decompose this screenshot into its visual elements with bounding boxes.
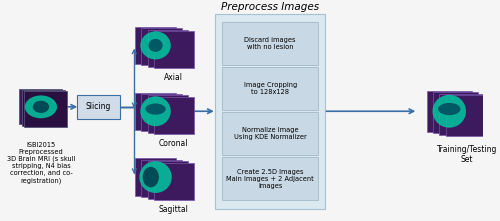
- FancyBboxPatch shape: [148, 161, 188, 199]
- Ellipse shape: [142, 167, 159, 187]
- Text: Normalize Image
Using KDE Normalizer: Normalize Image Using KDE Normalizer: [234, 127, 306, 140]
- FancyBboxPatch shape: [222, 67, 318, 110]
- Text: Training/Testing
Set: Training/Testing Set: [436, 145, 497, 164]
- Ellipse shape: [140, 31, 171, 59]
- FancyBboxPatch shape: [148, 30, 188, 67]
- Text: ISBI2015
Preprocessed
3D Brain MRI (s skull
stripping, N4 bias
correction, and c: ISBI2015 Preprocessed 3D Brain MRI (s sk…: [7, 142, 75, 184]
- FancyBboxPatch shape: [433, 92, 478, 133]
- FancyBboxPatch shape: [77, 95, 120, 119]
- Text: Coronal: Coronal: [158, 139, 188, 148]
- Ellipse shape: [140, 161, 172, 193]
- FancyBboxPatch shape: [142, 160, 182, 197]
- Ellipse shape: [148, 39, 162, 52]
- Text: Create 2.5D Images
Main Images + 2 Adjacent
Images: Create 2.5D Images Main Images + 2 Adjac…: [226, 169, 314, 189]
- Ellipse shape: [25, 95, 57, 118]
- FancyBboxPatch shape: [24, 91, 67, 127]
- Text: Sagittal: Sagittal: [158, 205, 188, 213]
- FancyBboxPatch shape: [216, 13, 325, 209]
- FancyBboxPatch shape: [20, 89, 62, 124]
- Text: Preprocess Images: Preprocess Images: [221, 2, 319, 12]
- Ellipse shape: [438, 103, 460, 115]
- Text: Image Cropping
to 128x128: Image Cropping to 128x128: [244, 82, 297, 95]
- Ellipse shape: [432, 95, 466, 128]
- FancyBboxPatch shape: [222, 157, 318, 200]
- FancyBboxPatch shape: [446, 95, 490, 136]
- FancyBboxPatch shape: [154, 163, 194, 200]
- FancyBboxPatch shape: [136, 158, 176, 196]
- Text: Discard images
with no lesion: Discard images with no lesion: [244, 37, 296, 50]
- Ellipse shape: [146, 103, 166, 115]
- FancyBboxPatch shape: [222, 22, 318, 65]
- Ellipse shape: [140, 96, 171, 126]
- FancyBboxPatch shape: [222, 112, 318, 155]
- FancyBboxPatch shape: [136, 27, 176, 64]
- FancyBboxPatch shape: [154, 31, 194, 68]
- FancyBboxPatch shape: [154, 97, 194, 134]
- FancyBboxPatch shape: [427, 91, 472, 132]
- FancyBboxPatch shape: [142, 28, 182, 65]
- Ellipse shape: [33, 101, 49, 113]
- Text: Slicing: Slicing: [86, 102, 111, 111]
- Text: Axial: Axial: [164, 73, 183, 82]
- FancyBboxPatch shape: [136, 93, 176, 130]
- FancyBboxPatch shape: [440, 93, 484, 135]
- FancyBboxPatch shape: [142, 94, 182, 131]
- FancyBboxPatch shape: [148, 95, 188, 133]
- FancyBboxPatch shape: [22, 90, 65, 126]
